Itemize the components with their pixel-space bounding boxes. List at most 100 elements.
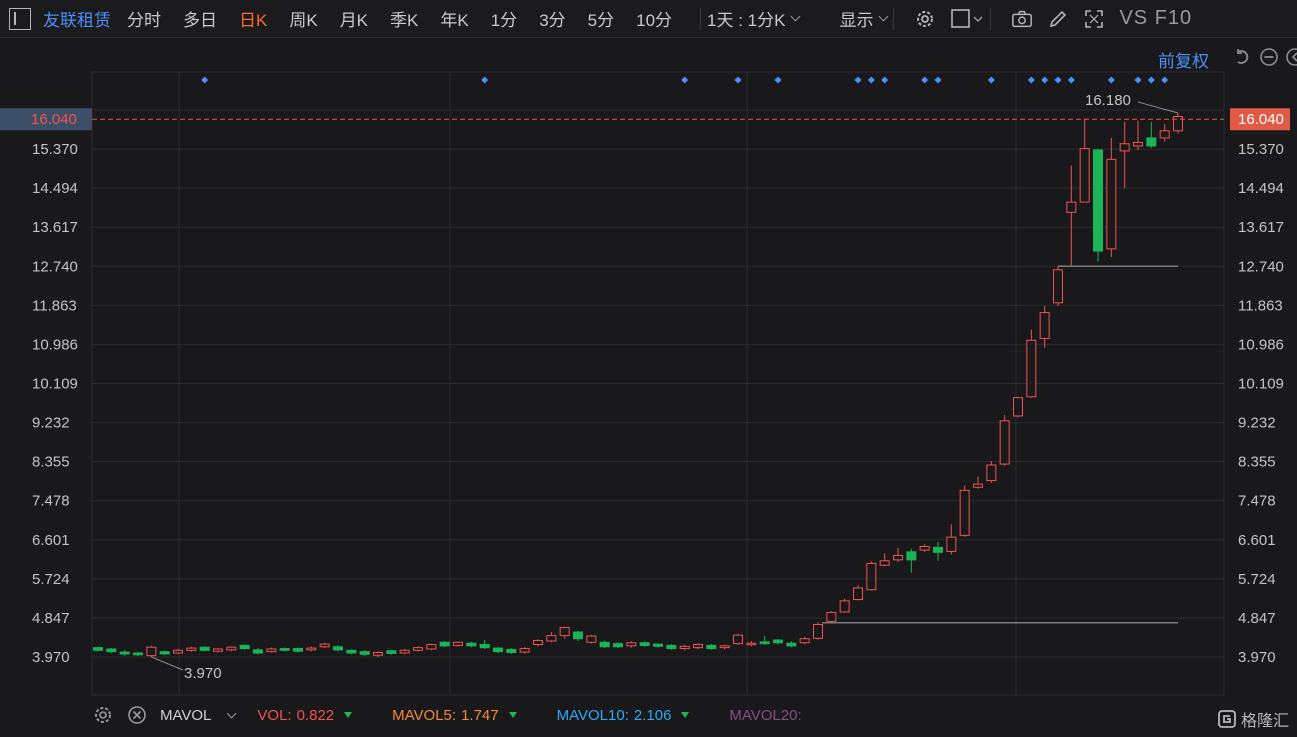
candle-27 (453, 641, 463, 647)
chevron-down-icon[interactable] (226, 708, 237, 718)
current-price-tag-left (0, 108, 92, 131)
indicator-name[interactable]: MAVOL (160, 706, 212, 724)
candle-24 (413, 646, 423, 652)
candle-body-35 (559, 627, 570, 637)
candle-13 (266, 647, 277, 653)
down-arrow-icon (681, 712, 690, 718)
display-dropdown-label: 显示 (839, 11, 874, 30)
candle-body-25 (426, 644, 437, 650)
candle-body-62 (919, 546, 930, 551)
event-marker-1 (481, 76, 489, 84)
candle-body-80 (1159, 130, 1170, 139)
candle-31 (506, 648, 517, 654)
tab-6[interactable]: 年K (440, 11, 469, 30)
candle-0 (93, 646, 103, 652)
back-circle-icon[interactable] (1285, 47, 1297, 67)
watermark-logo: 格隆汇 (1217, 707, 1289, 731)
candle-68 (999, 415, 1010, 466)
candle-14 (279, 647, 290, 652)
tab-2[interactable]: 日K (239, 11, 268, 30)
candle-body-29 (479, 644, 490, 649)
candle-body-74 (1079, 148, 1090, 203)
candle-body-41 (639, 642, 650, 646)
event-marker-10 (987, 76, 995, 84)
sidebar-toggle-icon[interactable] (9, 7, 31, 30)
pencil-icon[interactable] (1047, 8, 1069, 30)
square-icon[interactable] (950, 8, 984, 30)
y-tick-right-8: 9.232 (1238, 415, 1276, 432)
candle-41 (639, 641, 650, 647)
interval-dropdown[interactable]: 1天 : 1分K (707, 6, 801, 31)
stock-name[interactable]: 友联租赁 (43, 11, 111, 30)
compare-f10-link[interactable]: VS F10 (1119, 7, 1193, 29)
candle-body-26 (439, 641, 450, 647)
chart-overlay: 16.040 16.040 16.180 3.970 (0, 92, 1290, 682)
tab-5[interactable]: 季K (390, 11, 419, 30)
candle-10 (226, 646, 237, 652)
tab-1[interactable]: 多日 (183, 11, 217, 30)
display-dropdown[interactable]: 显示 (839, 6, 889, 31)
candle-2 (119, 650, 130, 656)
candle-4 (146, 645, 157, 657)
candle-body-57 (853, 587, 863, 601)
candle-body-81 (1173, 116, 1183, 132)
y-tick-left-6: 10.986 (32, 336, 78, 353)
adjust-dropdown[interactable]: 前复权 (1158, 52, 1209, 71)
candle-body-64 (946, 536, 957, 552)
undo-icon[interactable] (1232, 47, 1252, 67)
candle-33 (533, 639, 543, 647)
candle-body-16 (306, 647, 317, 651)
tab-9[interactable]: 5分 (587, 11, 615, 30)
expand-icon[interactable] (1083, 8, 1105, 30)
candle-67 (986, 460, 997, 483)
candle-77 (1119, 121, 1130, 189)
candle-body-7 (186, 647, 197, 651)
candle-body-21 (373, 652, 383, 656)
event-marker-3 (734, 76, 742, 84)
minus-circle-icon[interactable] (1259, 47, 1279, 67)
y-tick-left-1: 15.370 (32, 141, 78, 158)
candle-body-54 (813, 623, 823, 639)
candle-body-37 (586, 635, 597, 643)
close-circle-icon[interactable] (126, 704, 148, 726)
tab-7[interactable]: 1分 (490, 11, 518, 30)
candle-51 (773, 639, 783, 645)
candle-body-20 (359, 651, 370, 655)
candle-body-44 (679, 645, 690, 650)
y-tick-right-7: 10.109 (1238, 376, 1284, 393)
max-label-leader (1137, 101, 1179, 114)
gear-icon[interactable] (92, 704, 114, 726)
y-tick-right-3: 13.617 (1238, 219, 1284, 236)
candle-57 (853, 585, 863, 601)
candle-58 (866, 561, 877, 591)
candle-body-61 (906, 551, 917, 561)
candle-body-33 (533, 640, 543, 646)
settings-icon[interactable] (914, 8, 936, 30)
current-price-label-left: 16.040 (31, 111, 77, 128)
event-marker-16 (1134, 76, 1142, 84)
camera-icon[interactable] (1011, 8, 1033, 30)
tab-3[interactable]: 周K (289, 11, 318, 30)
tab-8[interactable]: 3分 (539, 11, 566, 30)
candle-body-78 (1133, 141, 1143, 147)
candle-72 (1053, 266, 1063, 306)
candle-body-9 (213, 648, 223, 652)
candle-body-59 (879, 560, 890, 566)
candle-70 (1026, 329, 1037, 399)
candle-body-69 (1013, 397, 1023, 417)
candle-75 (1093, 148, 1103, 262)
tab-0[interactable]: 分时 (127, 11, 161, 30)
tab-10[interactable]: 10分 (636, 11, 673, 30)
candle-body-32 (519, 648, 530, 653)
candle-body-31 (506, 648, 517, 654)
candle-body-18 (333, 646, 343, 651)
candle-35 (559, 626, 570, 639)
candle-body-24 (413, 647, 423, 651)
candle-47 (719, 644, 730, 650)
candle-body-50 (759, 641, 770, 645)
candle-9 (213, 648, 223, 653)
tab-4[interactable]: 月K (339, 11, 369, 30)
candle-body-6 (173, 649, 183, 654)
event-marker-0 (201, 76, 209, 84)
